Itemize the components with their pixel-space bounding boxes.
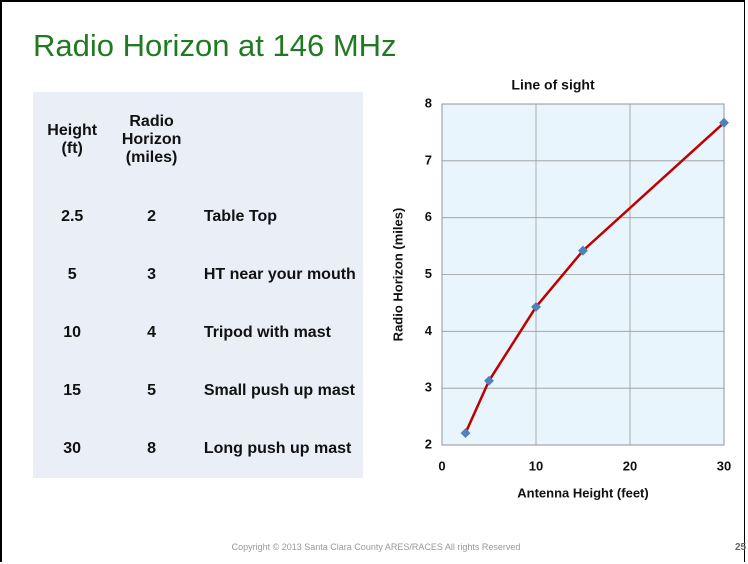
data-point [578,245,588,256]
table-cell: 5 [67,266,77,283]
y-tick-label: 3 [425,380,432,395]
table-cell: 30 [63,440,82,457]
table-row: 15 5 Small push up mast [33,362,363,420]
y-tick-label: 8 [425,95,432,110]
table-row: 5 3 HT near your mouth [33,246,363,304]
table-cell: 8 [147,440,157,457]
table-cell: Tripod with mast [203,324,331,341]
table-row: 30 8 Long push up mast [33,420,363,478]
table-cell: 4 [147,324,157,341]
table-cell: Long push up mast [203,440,352,457]
data-point [531,301,541,312]
x-tick-label: 20 [623,458,637,473]
slide-title: Radio Horizon at 146 MHz [33,28,397,63]
data-point [460,428,471,439]
y-tick-label: 5 [425,266,432,281]
table-row: 2.5 2 Table Top [33,188,363,246]
x-axis-label: Antenna Height (feet) [517,485,648,500]
table-cell: Radio Horizon (miles) [121,113,182,166]
table-cell: Small push up mast [203,382,355,399]
table-cell: 2 [147,208,157,225]
table-row: Height (ft) Radio Horizon (miles) [33,92,363,188]
footer: Copyright © 2013 Santa Clara County ARES… [231,542,521,552]
table-cell: Table Top [203,208,277,225]
page-number: 25 [735,542,747,553]
data-point [484,375,494,386]
chart-title: Line of sight [511,77,595,93]
table-cell: HT near your mouth [203,266,356,283]
table-cell: 3 [147,266,157,283]
y-tick-label: 6 [425,209,432,224]
table-cell: 10 [63,324,82,341]
x-tick-label: 30 [717,458,731,473]
horizon-table: Height (ft) Radio Horizon (miles) 2.5 2 Tabl… [33,92,363,478]
table-row: 10 4 Tripod with mast [33,304,363,362]
table-cell: 2.5 [61,208,84,225]
x-tick-label: 0 [438,458,445,473]
y-tick-label: 4 [425,323,433,338]
x-tick-label: 10 [529,458,543,473]
table-cell: Height (ft) [47,122,98,157]
table-cell: 15 [63,382,82,399]
y-axis-label: Radio Horizon (miles) [390,208,405,342]
y-tick-label: 7 [425,152,432,167]
data-point [719,117,729,128]
table-cell: 5 [147,382,157,399]
y-tick-label: 2 [425,436,432,451]
